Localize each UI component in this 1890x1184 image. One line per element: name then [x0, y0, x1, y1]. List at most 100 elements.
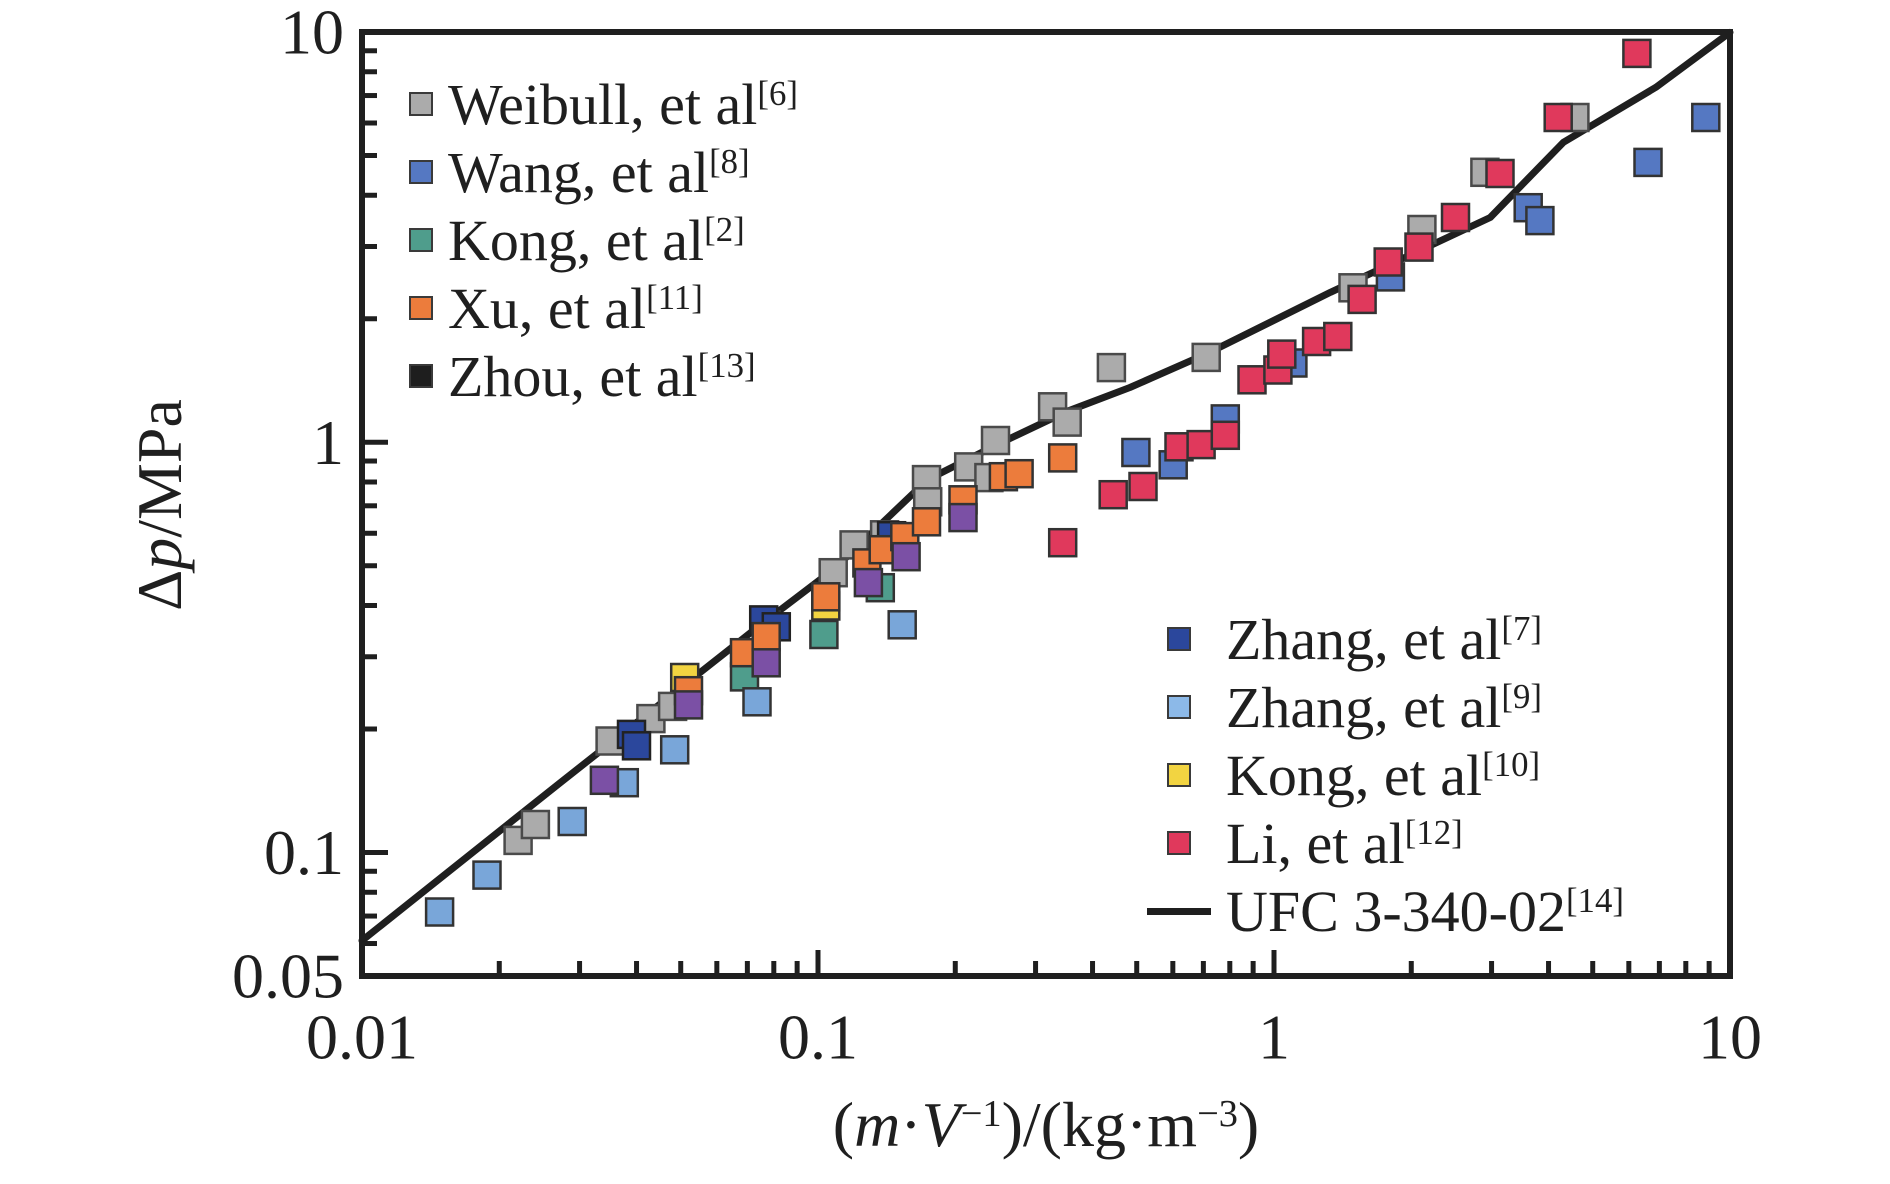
legend-label: Wang, et al[8]	[448, 139, 750, 205]
zhang7-swatch-glyph	[1167, 627, 1191, 651]
point-weibull	[1191, 342, 1221, 373]
point-li	[1323, 321, 1353, 352]
xu-swatch-glyph	[409, 296, 433, 320]
point-li	[1347, 284, 1377, 315]
point-zhang9	[557, 806, 587, 837]
legend-item-xu: Xu, et al[11]	[408, 274, 798, 342]
point-li	[1373, 247, 1403, 277]
legend-item-wang: Wang, et al[8]	[408, 138, 798, 206]
point-li	[1267, 339, 1297, 369]
legend-ref: [6]	[757, 74, 798, 114]
zhang9-square-swatch	[1146, 695, 1212, 719]
legend-item-kong10: Kong, et al[10]	[1146, 741, 1624, 809]
point-wang	[1121, 437, 1151, 468]
legend-label: Kong, et al[10]	[1226, 742, 1541, 808]
legend-ref: [11]	[646, 278, 703, 318]
zhou-swatch-glyph	[409, 364, 433, 388]
legend-item-weibull: Weibull, et al[6]	[408, 70, 798, 138]
legend-label: UFC 3-340-02[14]	[1226, 878, 1624, 944]
x-tick-label: 0.01	[306, 1002, 418, 1073]
ufc-swatch-glyph	[1147, 907, 1211, 915]
point-xu	[811, 582, 841, 612]
x-tick-label: 0.1	[778, 1002, 858, 1073]
point-li	[1186, 429, 1216, 460]
point-wang	[1633, 147, 1663, 178]
y-axis-label: Δp/MPa	[123, 399, 197, 611]
y-tick-label: 0.1	[264, 817, 344, 888]
kong2-swatch-glyph	[409, 228, 433, 252]
legend-item-zhang7: Zhang, et al[7]	[1146, 605, 1624, 673]
point-zhou	[751, 648, 781, 678]
x-label-exp1: −1	[960, 1093, 1002, 1136]
point-xu	[1004, 458, 1034, 489]
point-weibull	[1096, 352, 1127, 383]
x-label-m: m	[854, 1089, 901, 1160]
legend-ref: [7]	[1501, 609, 1542, 649]
legend-item-zhou: Zhou, et al[13]	[408, 342, 798, 410]
point-zhang9	[424, 897, 455, 927]
legend-label: Zhou, et al[13]	[448, 343, 756, 409]
legend-bottom-right: Zhang, et al[7] Zhang, et al[9] Kong, et a…	[1146, 605, 1624, 945]
y-label-delta: Δ	[124, 569, 195, 611]
weibull-swatch-glyph	[409, 92, 433, 116]
y-tick-label: 1	[312, 407, 344, 478]
point-li	[1098, 479, 1128, 510]
point-zhang9	[472, 860, 502, 890]
zhou-square-swatch	[408, 364, 434, 388]
x-axis-label: (m·V−1)/(kg·m−3)	[833, 1088, 1259, 1162]
legend-item-li: Li, et al[12]	[1146, 809, 1624, 877]
legend-label: Zhang, et al[9]	[1226, 674, 1542, 740]
x-label-open: (	[832, 1089, 855, 1160]
x-label-V: V	[921, 1089, 961, 1160]
point-zhang9	[659, 735, 690, 765]
point-zhou	[853, 567, 884, 598]
point-weibull	[980, 425, 1011, 456]
legend-ref: [14]	[1565, 881, 1624, 921]
point-li	[1404, 232, 1434, 262]
wang-swatch-glyph	[409, 160, 433, 184]
point-weibull	[818, 557, 848, 588]
point-zhang9	[887, 610, 917, 640]
y-label-p: p	[124, 537, 195, 570]
y-tick-label: 10	[280, 0, 344, 68]
weibull-square-swatch	[408, 92, 434, 116]
legend-label: Kong, et al[2]	[448, 207, 745, 273]
legend-ref: [13]	[697, 346, 756, 386]
legend-label: Li, et al[12]	[1226, 810, 1463, 876]
legend-top-left: Weibull, et al[6] Wang, et al[8] Kong, et …	[408, 70, 798, 410]
legend-ref: [8]	[709, 142, 750, 182]
point-li	[1440, 202, 1471, 233]
zhang9-swatch-glyph	[1167, 695, 1191, 719]
legend-item-ufc: UFC 3-340-02[14]	[1146, 877, 1624, 945]
kong2-square-swatch	[408, 228, 434, 252]
x-tick-label: 1	[1258, 1002, 1290, 1073]
point-li	[1047, 527, 1078, 558]
legend-item-zhang9: Zhang, et al[9]	[1146, 673, 1624, 741]
point-zhou	[589, 765, 620, 796]
ufc-line-swatch	[1146, 907, 1212, 915]
point-li	[1128, 471, 1158, 502]
point-li	[1237, 365, 1267, 395]
legend-ref: [12]	[1404, 813, 1463, 853]
x-label-close: )	[1237, 1089, 1260, 1160]
point-zhou	[891, 541, 921, 572]
point-weibull	[520, 809, 551, 840]
legend-ref: [10]	[1482, 745, 1541, 785]
legend-ref: [9]	[1501, 677, 1542, 717]
point-wang	[1525, 205, 1555, 236]
legend-item-kong2: Kong, et al[2]	[408, 206, 798, 274]
kong10-square-swatch	[1146, 763, 1212, 787]
x-label-mid: )/(kg·m	[1001, 1089, 1198, 1160]
point-li	[1210, 420, 1241, 451]
point-zhou	[948, 502, 978, 533]
legend-label: Weibull, et al[6]	[448, 71, 798, 137]
legend-label: Zhang, et al[7]	[1226, 606, 1542, 672]
point-wang	[1691, 102, 1721, 133]
x-label-exp2: −3	[1197, 1093, 1238, 1136]
zhang7-square-swatch	[1146, 627, 1212, 651]
point-li	[1622, 38, 1652, 69]
li-square-swatch	[1146, 831, 1212, 855]
legend-ref: [2]	[704, 210, 745, 250]
